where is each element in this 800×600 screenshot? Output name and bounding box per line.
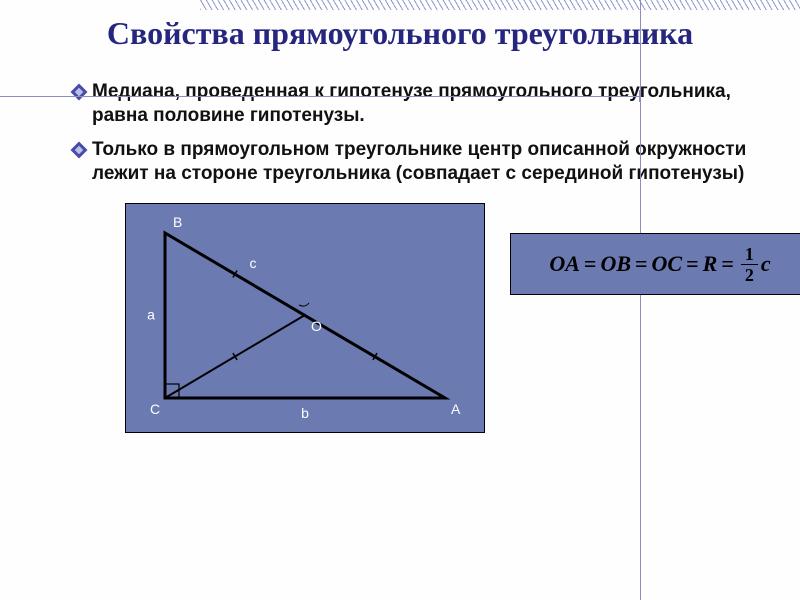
formula-OB: OB bbox=[600, 251, 631, 277]
diamond-bullet-icon bbox=[70, 83, 92, 128]
bullet-item: Только в прямоугольном треугольнике цент… bbox=[70, 138, 750, 186]
figures-row: BCAOabc OA = OB = OC = R = 1 2 c bbox=[70, 203, 750, 443]
equals: = bbox=[686, 251, 699, 277]
formula-R: R bbox=[703, 251, 718, 277]
equals: = bbox=[584, 251, 597, 277]
equals: = bbox=[635, 251, 648, 277]
diamond-bullet-icon bbox=[70, 141, 92, 186]
svg-text:c: c bbox=[250, 255, 257, 271]
equals: = bbox=[721, 251, 734, 277]
svg-text:b: b bbox=[301, 405, 309, 421]
fraction-num: 1 bbox=[741, 245, 758, 265]
formula-OA: OA bbox=[549, 251, 580, 277]
svg-text:O: O bbox=[311, 318, 322, 334]
content: Медиана, проведенная к гипотенузе прямоу… bbox=[0, 62, 800, 443]
hatch-decoration bbox=[200, 0, 800, 10]
formula-c: c bbox=[761, 251, 771, 277]
guide-horizontal bbox=[0, 96, 640, 97]
svg-text:B: B bbox=[173, 214, 182, 230]
bullet-item: Медиана, проведенная к гипотенузе прямоу… bbox=[70, 80, 750, 128]
bullet-text: Только в прямоугольном треугольнике цент… bbox=[92, 138, 750, 186]
svg-text:A: A bbox=[451, 401, 461, 417]
bullet-text: Медиана, проведенная к гипотенузе прямоу… bbox=[92, 80, 750, 128]
triangle-diagram: B C A Oa b c bbox=[125, 203, 485, 433]
formula: OA = OB = OC = R = 1 2 c bbox=[549, 245, 770, 284]
fraction: 1 2 bbox=[741, 245, 758, 284]
fraction-den: 2 bbox=[745, 265, 754, 284]
svg-text:C: C bbox=[150, 401, 160, 417]
formula-OC: OC bbox=[652, 251, 683, 277]
formula-box: OA = OB = OC = R = 1 2 c bbox=[510, 233, 800, 295]
svg-text:a: a bbox=[147, 307, 155, 323]
